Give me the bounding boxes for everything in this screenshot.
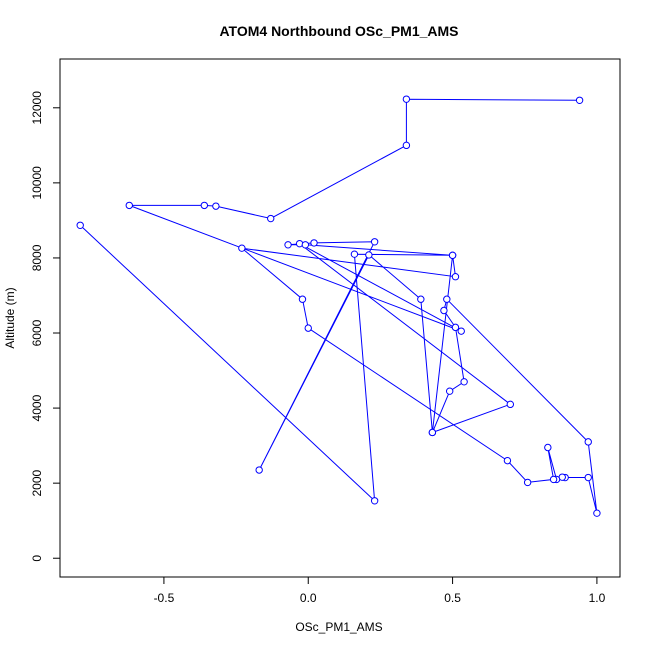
x-tick-label: 0.0 <box>300 591 317 605</box>
data-point <box>575 96 584 104</box>
data-point <box>523 478 532 487</box>
data-point <box>443 295 451 303</box>
data-point <box>370 238 379 246</box>
data-point <box>457 327 465 335</box>
data-point <box>212 202 220 210</box>
data-point <box>310 239 318 247</box>
data-point <box>549 475 558 484</box>
data-point <box>503 456 512 465</box>
y-axis-label: Altitude (m) <box>3 287 17 348</box>
y-tick-label: 4000 <box>30 394 44 421</box>
data-point <box>448 251 457 260</box>
data-point <box>584 473 592 482</box>
data-point <box>402 141 411 150</box>
data-point <box>304 324 312 332</box>
data-point <box>267 214 275 223</box>
data-point <box>370 497 379 505</box>
data-point <box>125 201 133 210</box>
x-tick-label: 1.0 <box>589 591 606 605</box>
chart-title: ATOM4 Northbound OSc_PM1_AMS <box>219 23 458 39</box>
y-tick-label: 0 <box>30 555 44 562</box>
data-point <box>440 306 448 315</box>
data-point <box>284 241 292 249</box>
data-point <box>255 466 263 474</box>
data-point <box>451 273 460 281</box>
x-axis: -0.5 0.0 0.5 1.0 <box>154 576 606 605</box>
data-point <box>445 387 454 395</box>
data-point <box>350 250 359 258</box>
data-point <box>506 400 515 409</box>
x-axis-label: OSc_PM1_AMS <box>295 620 382 634</box>
data-point <box>460 378 468 386</box>
y-tick-label: 6000 <box>30 319 44 346</box>
data-point <box>584 438 592 446</box>
data-point <box>451 323 460 332</box>
data-point <box>76 221 84 229</box>
y-tick-label: 10000 <box>30 166 44 200</box>
data-point <box>295 239 304 248</box>
y-tick-label: 12000 <box>30 91 44 125</box>
y-tick-label: 2000 <box>30 469 44 496</box>
data-point <box>593 509 601 517</box>
x-tick-label: -0.5 <box>154 591 175 605</box>
data-point <box>301 241 310 249</box>
y-axis: 0 2000 4000 6000 8000 10000 12000 <box>30 91 61 562</box>
data-point <box>298 295 307 303</box>
data-point <box>200 201 209 210</box>
data-point <box>417 295 425 303</box>
data-point <box>544 443 552 452</box>
data-point <box>402 95 411 103</box>
series-layer <box>76 95 601 517</box>
data-point <box>365 251 373 259</box>
y-tick-label: 8000 <box>30 244 44 271</box>
data-point <box>238 244 246 252</box>
x-tick-label: 0.5 <box>444 591 461 605</box>
data-point <box>428 428 437 437</box>
